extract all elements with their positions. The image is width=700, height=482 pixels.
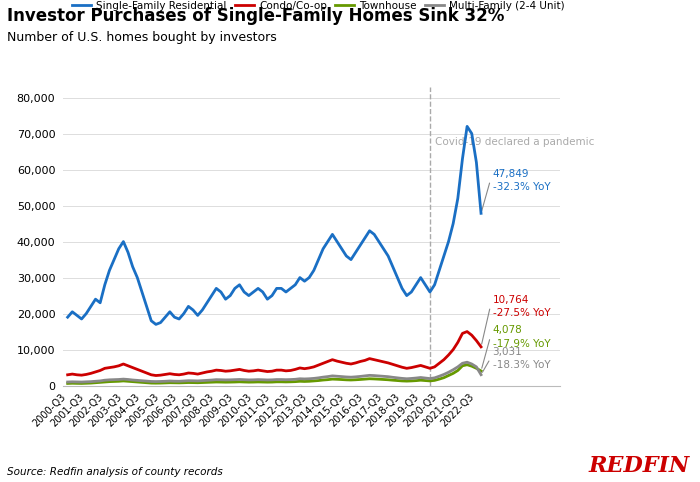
Text: Source: Redfin analysis of county records: Source: Redfin analysis of county record… [7, 467, 223, 477]
Text: Investor Purchases of Single-Family Homes Sink 32%: Investor Purchases of Single-Family Home… [7, 7, 505, 25]
Text: Number of U.S. homes bought by investors: Number of U.S. homes bought by investors [7, 31, 276, 44]
Text: 10,764
-27.5% YoY: 10,764 -27.5% YoY [493, 295, 550, 318]
Legend: Single-Family Residential, Condo/Co-op, Townhouse, Multi-Family (2-4 Unit): Single-Family Residential, Condo/Co-op, … [68, 0, 569, 14]
Text: REDFIN: REDFIN [588, 455, 690, 477]
Text: 4,078
-17.9% YoY: 4,078 -17.9% YoY [493, 325, 550, 348]
Text: 3,031
-18.3% YoY: 3,031 -18.3% YoY [493, 347, 550, 370]
Text: 47,849
-32.3% YoY: 47,849 -32.3% YoY [493, 169, 550, 192]
Text: Covid-19 declared a pandemic: Covid-19 declared a pandemic [435, 137, 594, 147]
